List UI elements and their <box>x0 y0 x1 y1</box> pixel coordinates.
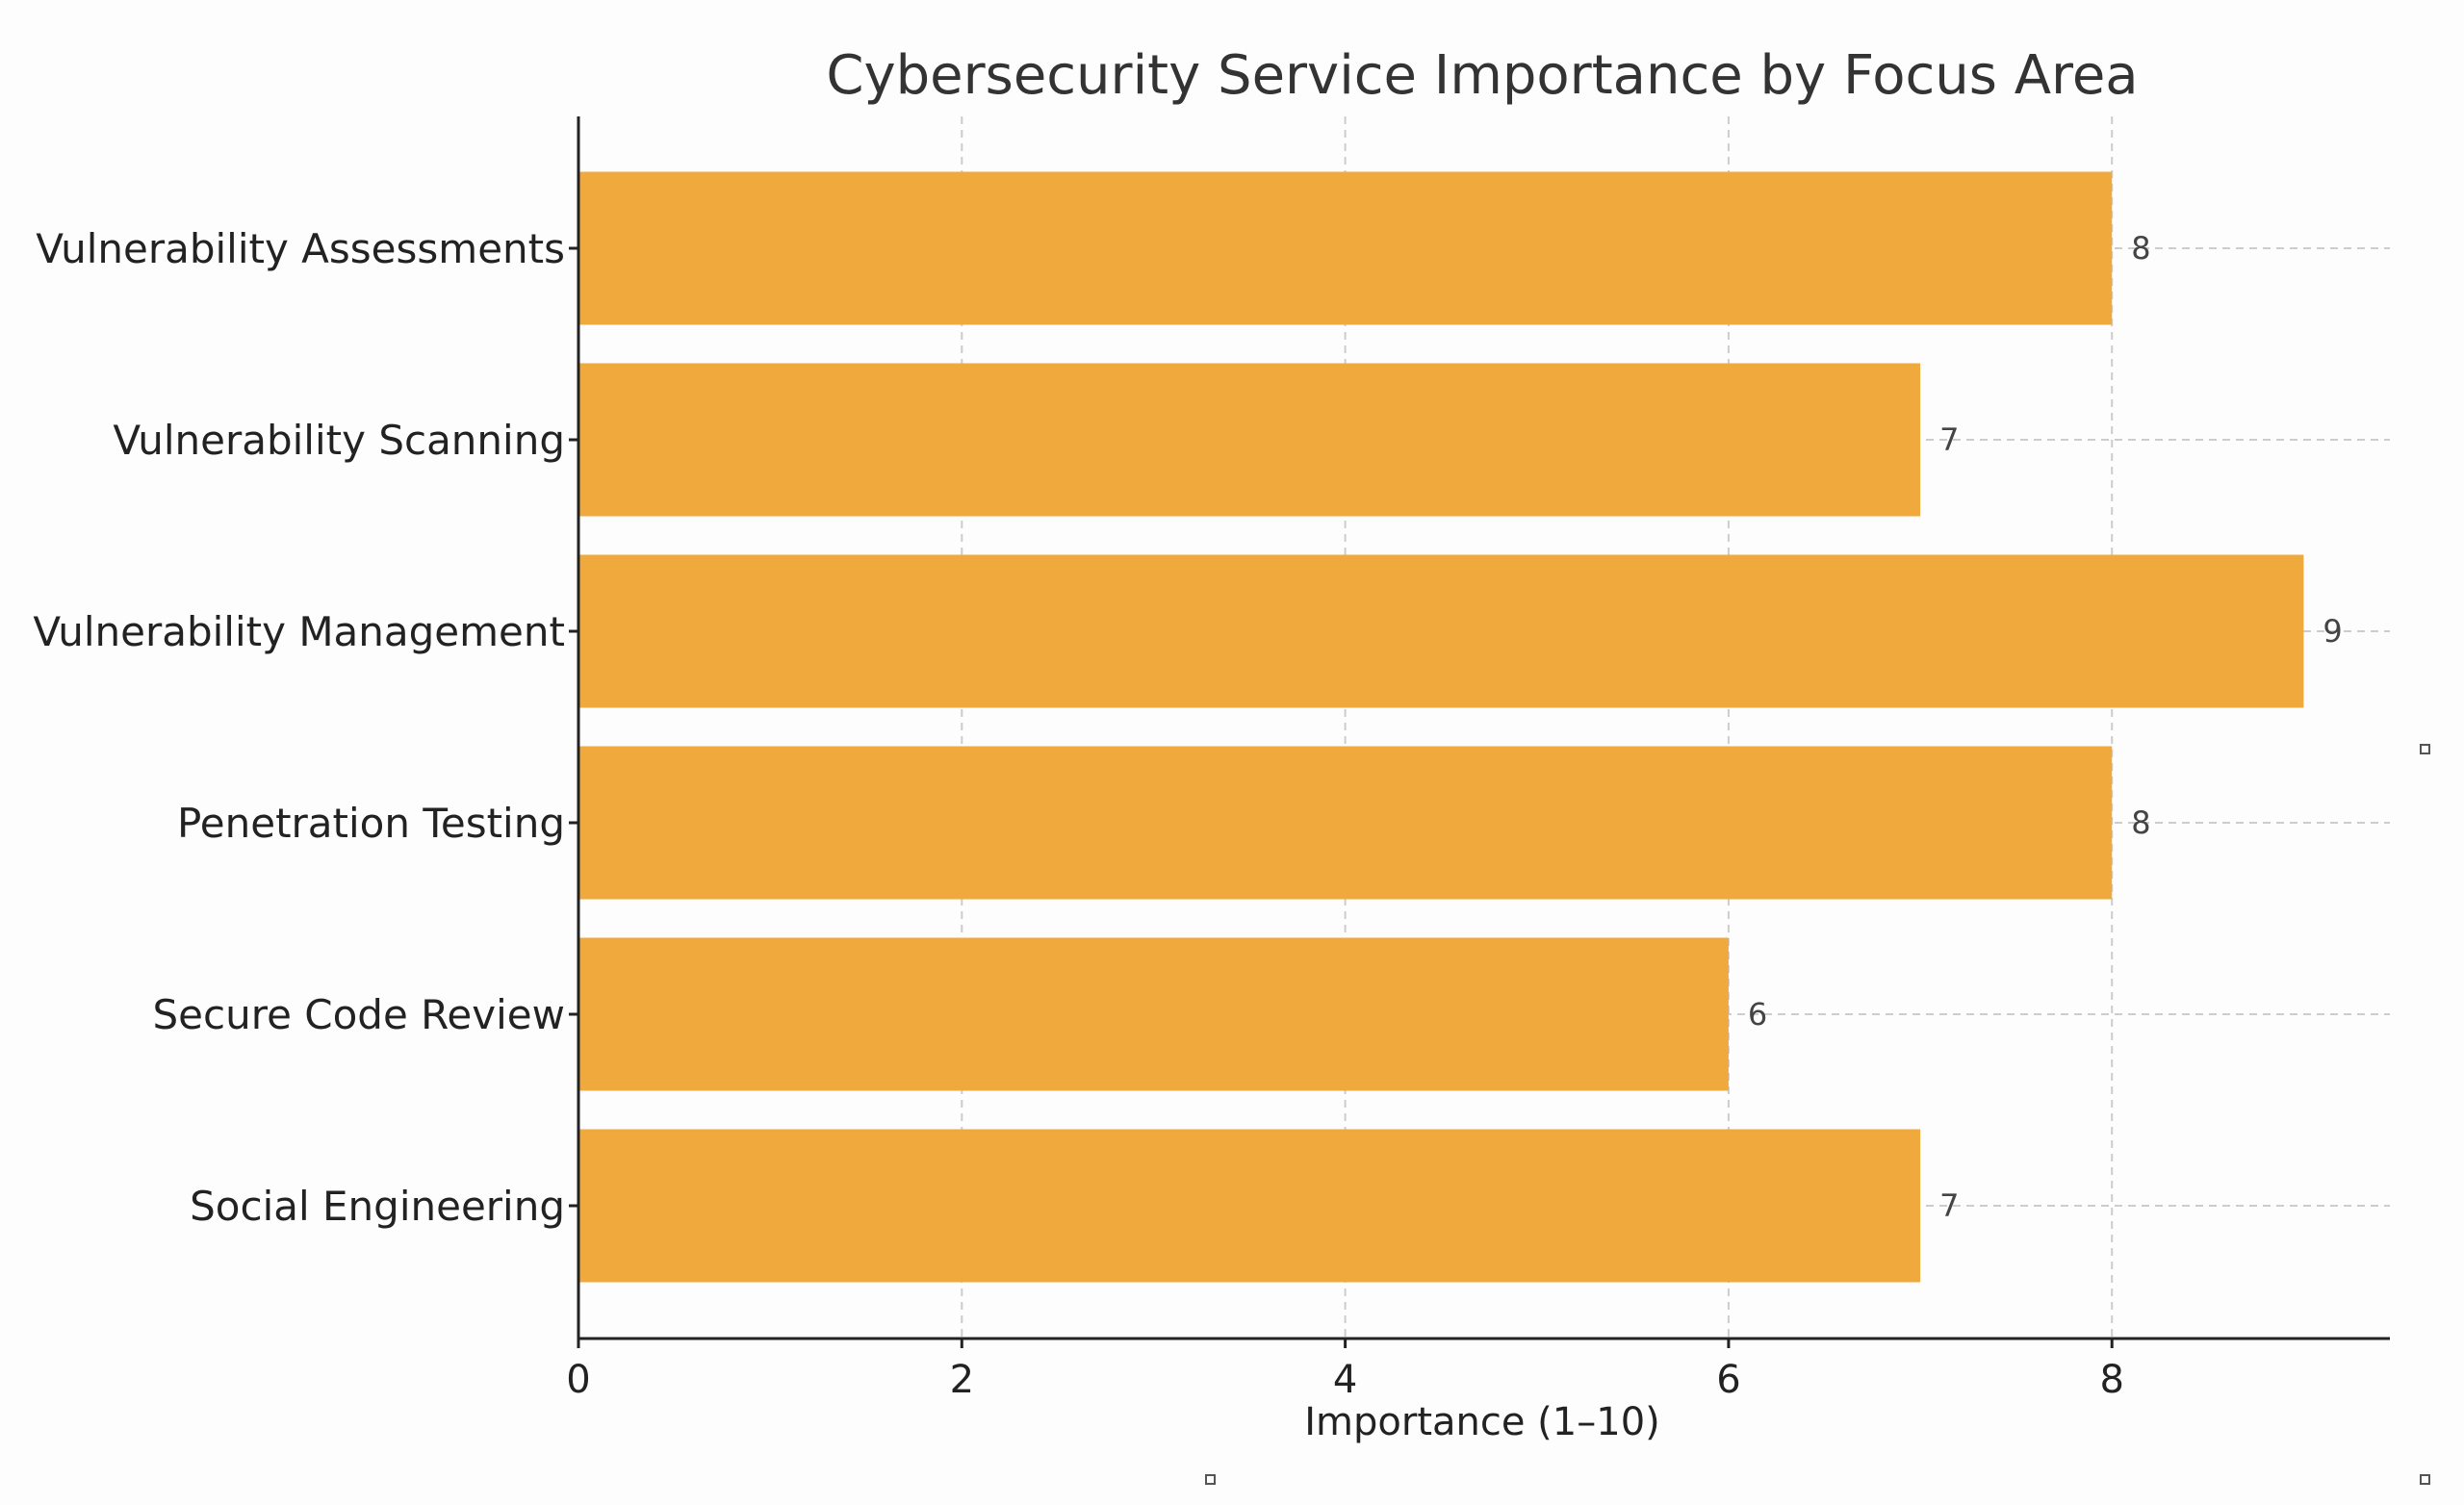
x-tick-label: 0 <box>566 1358 590 1402</box>
axes <box>577 116 2390 1340</box>
x-axis-label: Importance (1–10) <box>1304 1400 1660 1444</box>
bar <box>578 937 1729 1091</box>
bar <box>578 1129 1921 1283</box>
resize-handle-corner[interactable] <box>2420 1474 2430 1485</box>
category-labels: Vulnerability Assessments Vulnerability S… <box>33 225 565 1230</box>
bar <box>578 363 1921 517</box>
bar <box>578 554 2304 708</box>
category-label: Secure Code Review <box>153 991 565 1038</box>
category-label: Vulnerability Scanning <box>113 417 565 464</box>
x-tick-label: 6 <box>1716 1358 1740 1402</box>
x-tick-label: 8 <box>2100 1358 2124 1402</box>
category-label: Penetration Testing <box>177 800 565 847</box>
x-ticks: 0 2 4 6 8 <box>566 246 2124 1402</box>
value-label: 6 <box>1748 996 1767 1033</box>
value-labels: 8 7 9 8 6 7 <box>1748 230 2343 1224</box>
bar <box>578 171 2113 325</box>
category-label: Vulnerability Management <box>33 608 565 655</box>
value-label: 9 <box>2323 613 2342 650</box>
x-tick-label: 4 <box>1333 1358 1357 1402</box>
value-label: 8 <box>2131 230 2150 267</box>
value-label: 8 <box>2131 804 2150 841</box>
category-label: Social Engineering <box>190 1183 565 1230</box>
category-label: Vulnerability Assessments <box>36 225 565 272</box>
bars <box>578 171 2304 1283</box>
x-tick-label: 2 <box>950 1358 974 1402</box>
resize-handle-bottom[interactable] <box>1205 1474 1216 1485</box>
value-label: 7 <box>1939 421 1959 458</box>
value-label: 7 <box>1939 1187 1959 1224</box>
resize-handle-right[interactable] <box>2420 744 2430 754</box>
chart-title: Cybersecurity Service Importance by Focu… <box>826 44 2138 107</box>
bar <box>578 746 2113 900</box>
